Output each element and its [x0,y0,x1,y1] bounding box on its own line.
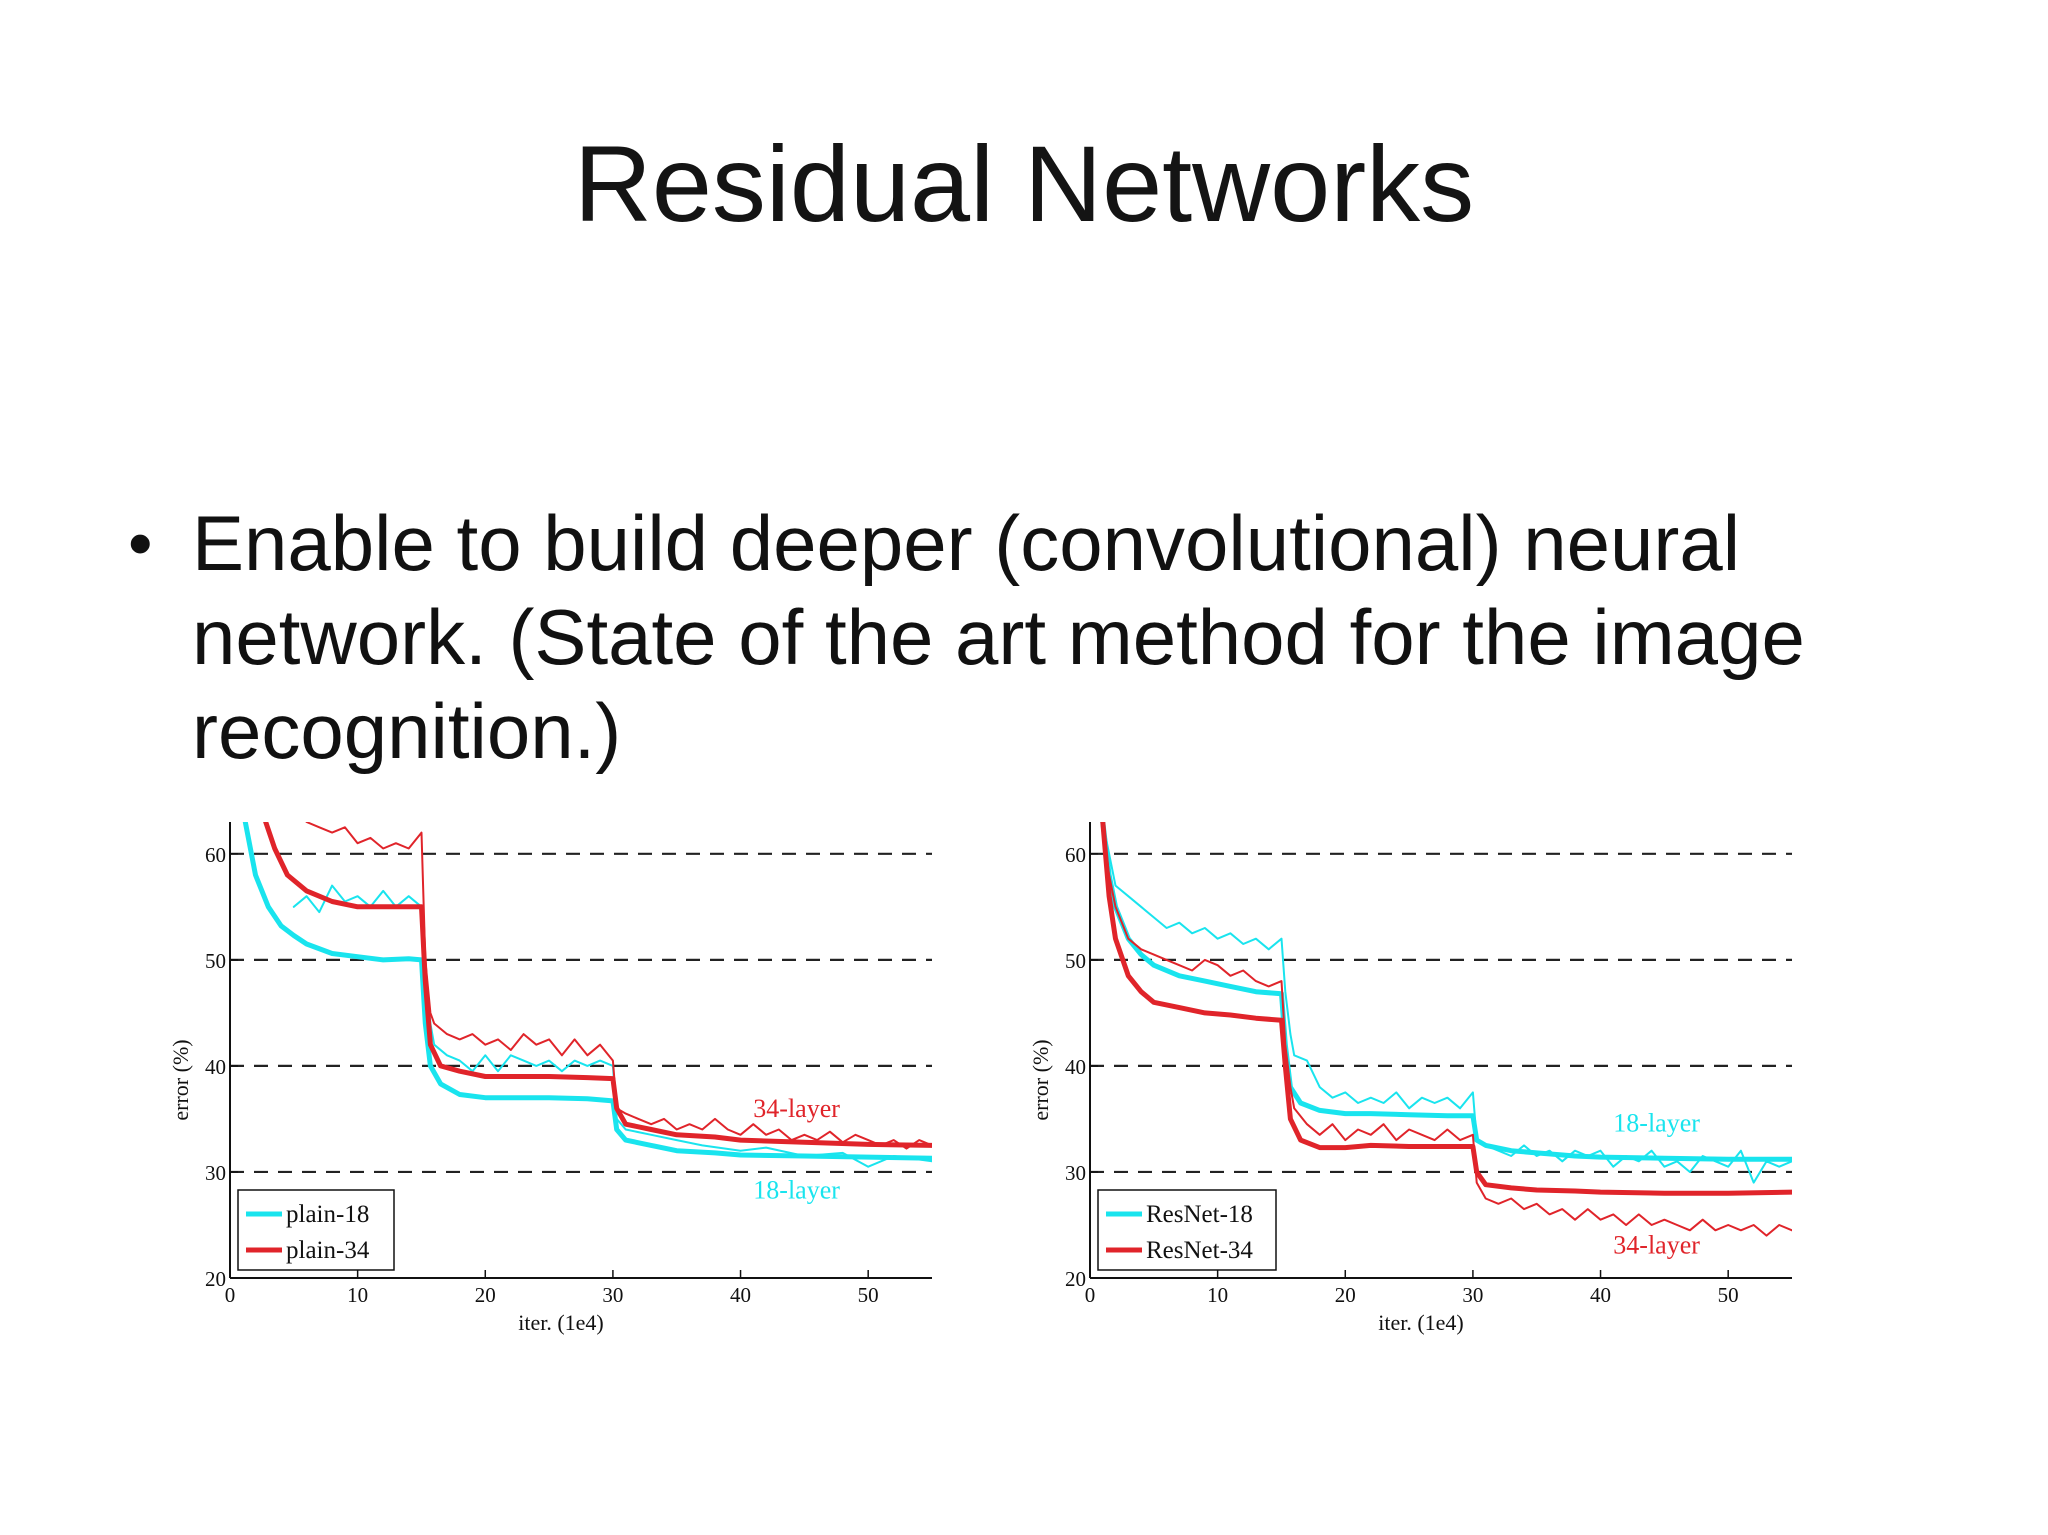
legend: ResNet-18 ResNet-34 [1097,1189,1277,1271]
y-axis-label: error (%) [168,1039,193,1120]
annotation-label: 34-layer [1613,1231,1700,1260]
legend-label: ResNet-34 [1146,1237,1253,1264]
slide-title: Residual Networks [573,123,1475,244]
bullet-icon: • [128,504,153,582]
x-tick-label: 10 [347,1283,368,1307]
series-line-resnet-34-train [1100,822,1792,1196]
series-line-plain-34-val [305,822,932,1150]
plain-networks-chart: 20 30 40 50 60 0 10 20 30 40 50 iter. (1e4) error (%… [168,822,932,1335]
x-tick-label: 10 [1207,1283,1228,1307]
y-tick-label: 30 [205,1161,226,1185]
y-tick-label: 60 [1065,843,1086,867]
annotation-label: 18-layer [1613,1109,1700,1138]
x-tick-label: 50 [1718,1283,1739,1307]
y-axis-label: error (%) [1028,1039,1053,1120]
x-tick-label: 50 [858,1283,879,1307]
y-tick-label: 60 [205,843,226,867]
x-axis-label: iter. (1e4) [518,1310,604,1335]
y-tick-label: 40 [1065,1055,1086,1079]
annotation-label: 18-layer [753,1175,840,1204]
x-tick-label: 30 [602,1283,623,1307]
series-line-plain-18-train [242,822,932,1161]
legend-label: ResNet-18 [1146,1201,1253,1228]
annotation-label: 34-layer [753,1094,840,1123]
x-tick-label: 0 [1085,1283,1096,1307]
series-line-resnet-18-val [1101,822,1792,1184]
series-line-plain-34-train [263,822,932,1148]
legend-label: plain-18 [286,1201,369,1228]
legend: plain-18 plain-34 [237,1189,395,1271]
x-tick-label: 30 [1462,1283,1483,1307]
legend-box [1097,1189,1277,1271]
y-tick-label: 40 [205,1055,226,1079]
series-line-resnet-34-val [1101,822,1792,1237]
x-tick-label: 40 [1590,1283,1611,1307]
y-tick-label: 30 [1065,1161,1086,1185]
y-tick-label: 20 [1065,1267,1086,1291]
y-tick-label: 50 [1065,949,1086,973]
bullet-text: Enable to build deeper (convolutional) n… [192,499,1805,775]
y-tick-label: 20 [205,1267,226,1291]
resnet-chart: 20 30 40 50 60 0 10 20 30 40 50 iter. (1e4) error (%… [1028,822,1792,1335]
legend-label: plain-34 [286,1237,370,1264]
y-tick-label: 50 [205,949,226,973]
x-tick-label: 20 [1335,1283,1356,1307]
x-axis-label: iter. (1e4) [1378,1310,1464,1335]
series-group [1100,822,1792,1237]
series-group [242,822,932,1168]
x-tick-label: 0 [225,1283,236,1307]
legend-box [237,1189,395,1271]
series-line-resnet-18-train [1100,822,1792,1162]
x-tick-label: 20 [475,1283,496,1307]
series-line-plain-18-val [292,884,932,1168]
x-tick-label: 40 [730,1283,751,1307]
